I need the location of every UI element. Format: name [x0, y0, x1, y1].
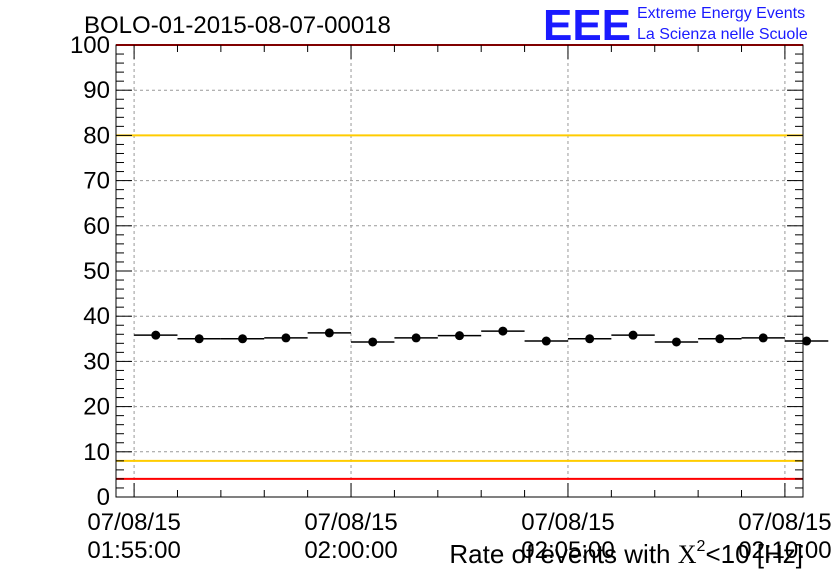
- y-tick-label: 40: [83, 303, 110, 330]
- data-point: [541, 336, 551, 346]
- run-title: BOLO-01-2015-08-07-00018: [84, 12, 391, 39]
- y-tick-label: 60: [83, 213, 110, 240]
- x-tick-label-time: 01:55:00: [87, 537, 180, 564]
- y-tick-label: 80: [83, 122, 110, 149]
- data-points: [134, 326, 829, 347]
- x-axis-label-suffix: <10 [Hz]: [705, 539, 803, 569]
- data-point: [238, 334, 248, 344]
- x-axis-label: Rate of events with X2<10 [Hz]: [449, 538, 803, 569]
- data-point: [628, 330, 638, 340]
- x-tick-label-time: 02:00:00: [304, 537, 397, 564]
- y-tick-label: 0: [97, 484, 110, 511]
- eee-logo-text: EEE: [543, 1, 631, 50]
- data-point: [671, 337, 681, 347]
- x-tick-label-date: 07/08/15: [87, 509, 180, 536]
- data-point: [715, 334, 725, 344]
- tick-labels: 010203040506070809010007/08/1501:55:0007…: [70, 32, 832, 564]
- data-point: [585, 334, 595, 344]
- y-tick-label: 70: [83, 168, 110, 195]
- y-tick-label: 50: [83, 258, 110, 285]
- x-tick-label-date: 07/08/15: [521, 509, 614, 536]
- eee-logo: EEE Extreme Energy Events La Scienza nel…: [543, 1, 808, 50]
- x-axis-label-sup: 2: [697, 538, 706, 555]
- ticks: [116, 44, 803, 498]
- x-tick-label-time: 02:10:00: [738, 537, 831, 564]
- logo-subtitle-2: La Scienza nelle Scuole: [637, 26, 808, 43]
- grid-layer: [116, 45, 803, 497]
- data-point: [194, 334, 204, 344]
- data-point: [802, 336, 812, 346]
- data-point: [368, 337, 378, 347]
- data-point: [324, 328, 334, 338]
- data-point: [758, 333, 768, 343]
- y-tick-label: 20: [83, 394, 110, 421]
- x-axis-label-chi: X: [678, 540, 697, 569]
- data-point: [455, 331, 464, 341]
- y-tick-label: 90: [83, 77, 110, 104]
- y-tick-label: 100: [70, 32, 110, 59]
- x-tick-label-date: 07/08/15: [304, 509, 397, 536]
- logo-subtitle-1: Extreme Energy Events: [637, 5, 805, 22]
- data-point: [151, 330, 161, 340]
- data-point: [411, 333, 421, 343]
- x-tick-label-time: 02:05:00: [521, 537, 614, 564]
- x-axis-label-prefix: Rate of events with: [449, 539, 677, 569]
- data-point: [281, 333, 291, 343]
- reference-lines: [116, 44, 803, 480]
- y-tick-label: 10: [83, 439, 110, 466]
- data-point: [498, 326, 508, 336]
- x-tick-label-date: 07/08/15: [738, 509, 831, 536]
- y-tick-label: 30: [83, 348, 110, 375]
